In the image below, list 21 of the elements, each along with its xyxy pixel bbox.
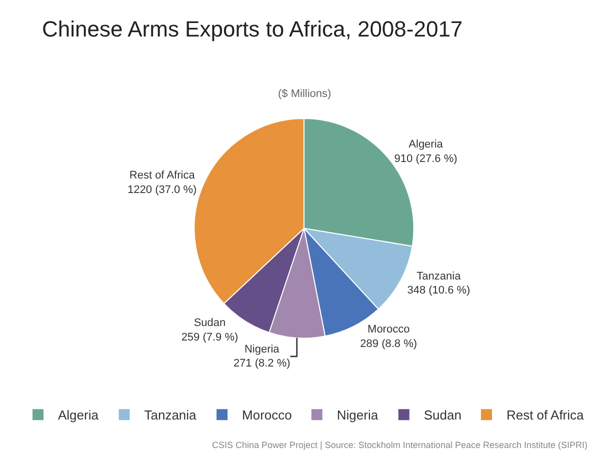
chart-subtitle: ($ Millions) — [278, 88, 332, 100]
slice-label: Nigeria — [244, 343, 280, 356]
data-label: 271 (8.2 %) — [233, 358, 290, 370]
data-label: 259 (7.9 %) — [181, 331, 238, 344]
legend-label: Nigeria — [336, 408, 379, 423]
legend-label: Rest of Africa — [506, 408, 585, 423]
legend-label: Tanzania — [144, 408, 198, 423]
text: CSIS China Power Project | Source: Stockholm International Peace Research Institute (SIPRI) — [212, 440, 588, 450]
legend-label: Morocco — [242, 408, 292, 423]
data-label: 1220 (37.0 %) — [128, 184, 197, 196]
slice-label: Rest of Africa — [129, 170, 196, 182]
legend-label: Sudan — [424, 408, 462, 423]
data-label: 910 (27.6 %) — [394, 152, 458, 165]
slice-label: Algeria — [408, 138, 444, 151]
slice-label: Morocco — [368, 324, 410, 336]
data-label: 289 (8.8 %) — [360, 338, 418, 350]
slice-label: Sudan — [194, 316, 226, 329]
slice-label: Tanzania — [416, 270, 462, 282]
legend-label: Algeria — [58, 408, 100, 423]
data-label: 348 (10.6 %) — [407, 284, 470, 297]
chart-title: Chinese Arms Exports to Africa, 2008-2017 — [42, 16, 463, 42]
